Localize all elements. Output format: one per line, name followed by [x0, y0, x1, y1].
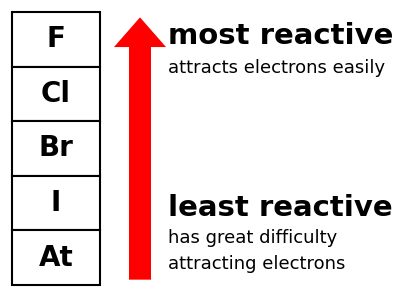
Text: attracts electrons easily: attracts electrons easily — [168, 59, 385, 77]
Bar — [12, 67, 100, 121]
Bar — [12, 176, 100, 230]
Text: attracting electrons: attracting electrons — [168, 255, 345, 273]
Text: Cl: Cl — [41, 80, 71, 108]
Text: least reactive: least reactive — [168, 194, 393, 222]
Text: At: At — [39, 244, 73, 272]
Text: I: I — [51, 189, 61, 217]
Text: most reactive: most reactive — [168, 22, 393, 50]
Text: has great difficulty: has great difficulty — [168, 229, 337, 247]
Text: F: F — [46, 25, 66, 53]
Text: Br: Br — [38, 135, 74, 162]
Bar — [12, 230, 100, 285]
Bar — [12, 121, 100, 176]
Polygon shape — [114, 17, 166, 280]
Bar — [12, 12, 100, 67]
